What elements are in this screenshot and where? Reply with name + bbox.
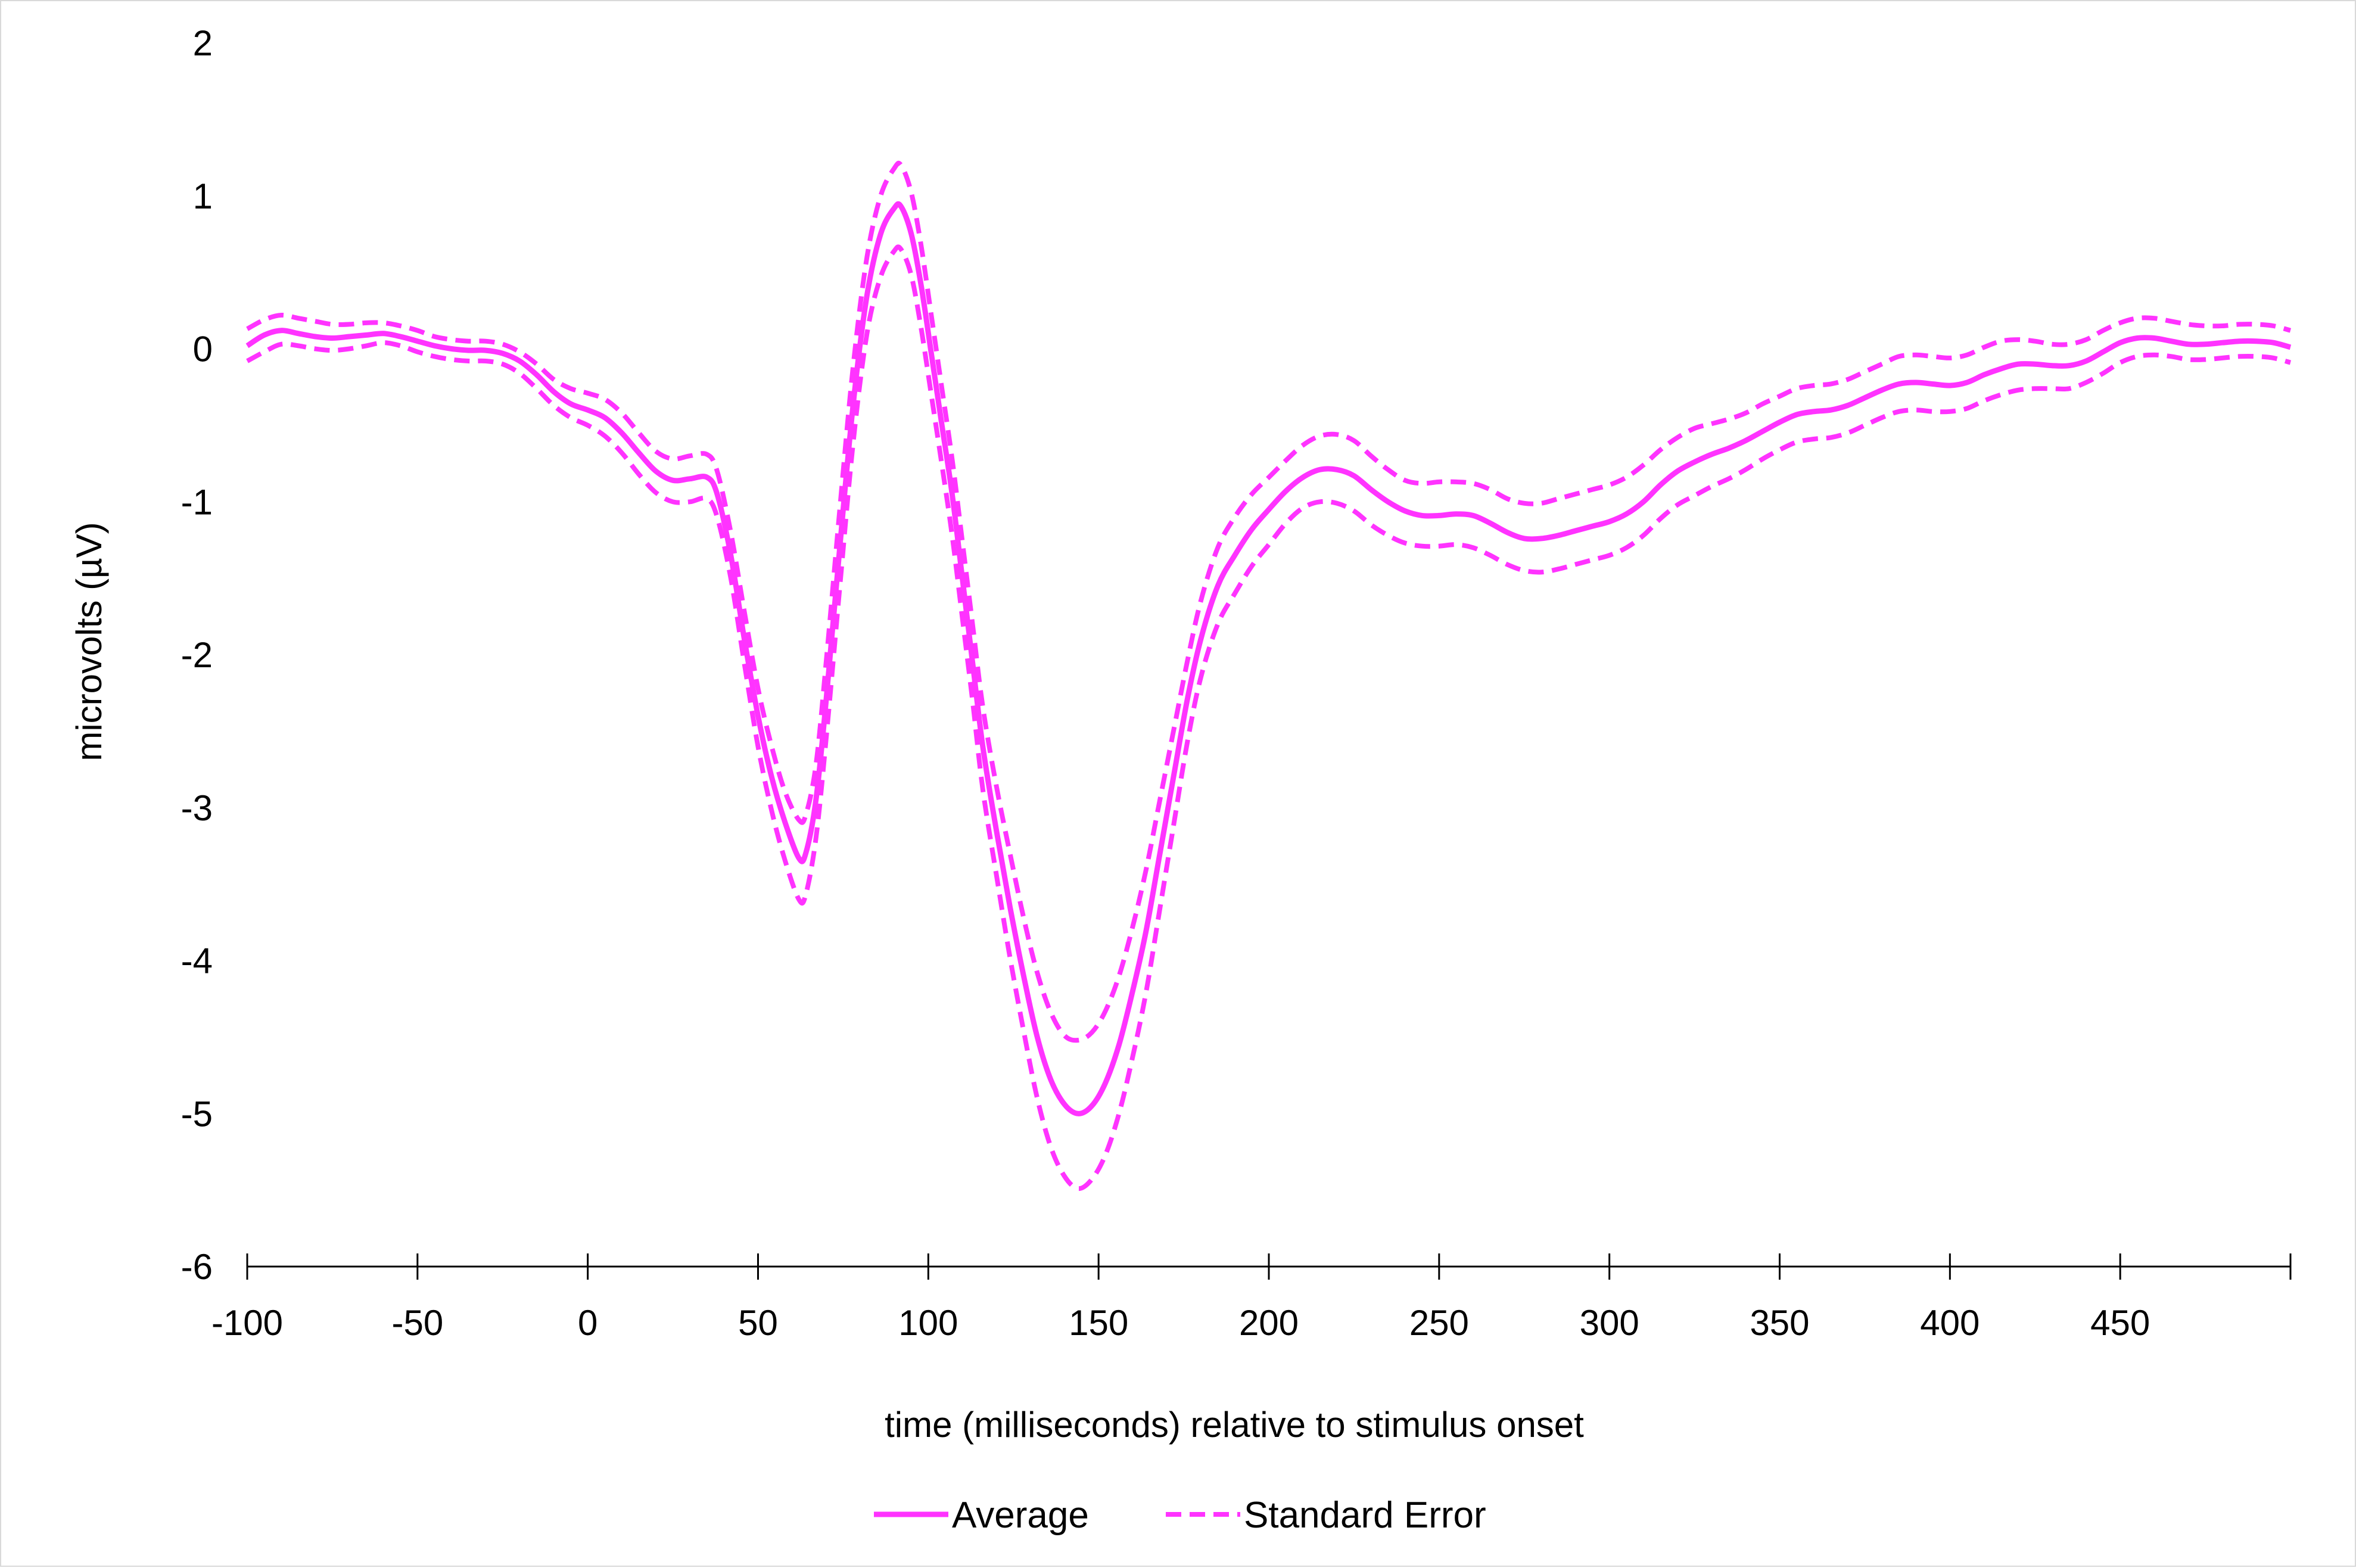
x-tick-label: 100 bbox=[898, 1303, 958, 1343]
axes-layer: -100 -50 0 50 100 150 200 250 300 350 400 450 2 1 0 -1 -… bbox=[181, 23, 2292, 1343]
x-tick-label: 150 bbox=[1069, 1303, 1128, 1343]
x-tick-label: -50 bbox=[391, 1303, 443, 1343]
x-tick-label: 300 bbox=[1580, 1303, 1639, 1343]
y-tick-label: 0 bbox=[193, 329, 213, 369]
x-tick-label: 450 bbox=[2090, 1303, 2150, 1343]
x-tick-label: 350 bbox=[1750, 1303, 1809, 1343]
x-tick-label: 50 bbox=[738, 1303, 778, 1343]
standard-error-upper-line bbox=[246, 160, 2292, 1043]
legend-average-label: Average bbox=[952, 1495, 1089, 1536]
y-tick-label: -3 bbox=[181, 788, 213, 828]
legend-standard-error-label: Standard Error bbox=[1244, 1495, 1486, 1536]
y-tick-label: -1 bbox=[181, 482, 213, 522]
y-tick-label: -2 bbox=[181, 635, 213, 675]
x-tick-label: 400 bbox=[1920, 1303, 1980, 1343]
x-tick-label: 0 bbox=[578, 1303, 597, 1343]
x-tick-label: 250 bbox=[1409, 1303, 1469, 1343]
y-tick-label: 2 bbox=[193, 23, 213, 63]
x-tick-label: -100 bbox=[211, 1303, 283, 1343]
legend: Average Standard Error bbox=[874, 1495, 1486, 1536]
y-tick-label: -4 bbox=[181, 941, 213, 981]
series-layer bbox=[245, 160, 2292, 1191]
average-line bbox=[245, 201, 2292, 1116]
y-tick-label: -5 bbox=[181, 1094, 213, 1134]
y-axis-title: microvolts (µV) bbox=[69, 522, 109, 761]
x-tick-label: 200 bbox=[1239, 1303, 1299, 1343]
y-tick-label: 1 bbox=[193, 176, 213, 216]
x-axis-title: time (milliseconds) relative to stimulus… bbox=[885, 1405, 1584, 1445]
labels-layer: microvolts (µV) time (milliseconds) rela… bbox=[69, 522, 1584, 1445]
y-tick-label: -6 bbox=[181, 1247, 213, 1287]
standard-error-lower-line bbox=[246, 244, 2292, 1191]
